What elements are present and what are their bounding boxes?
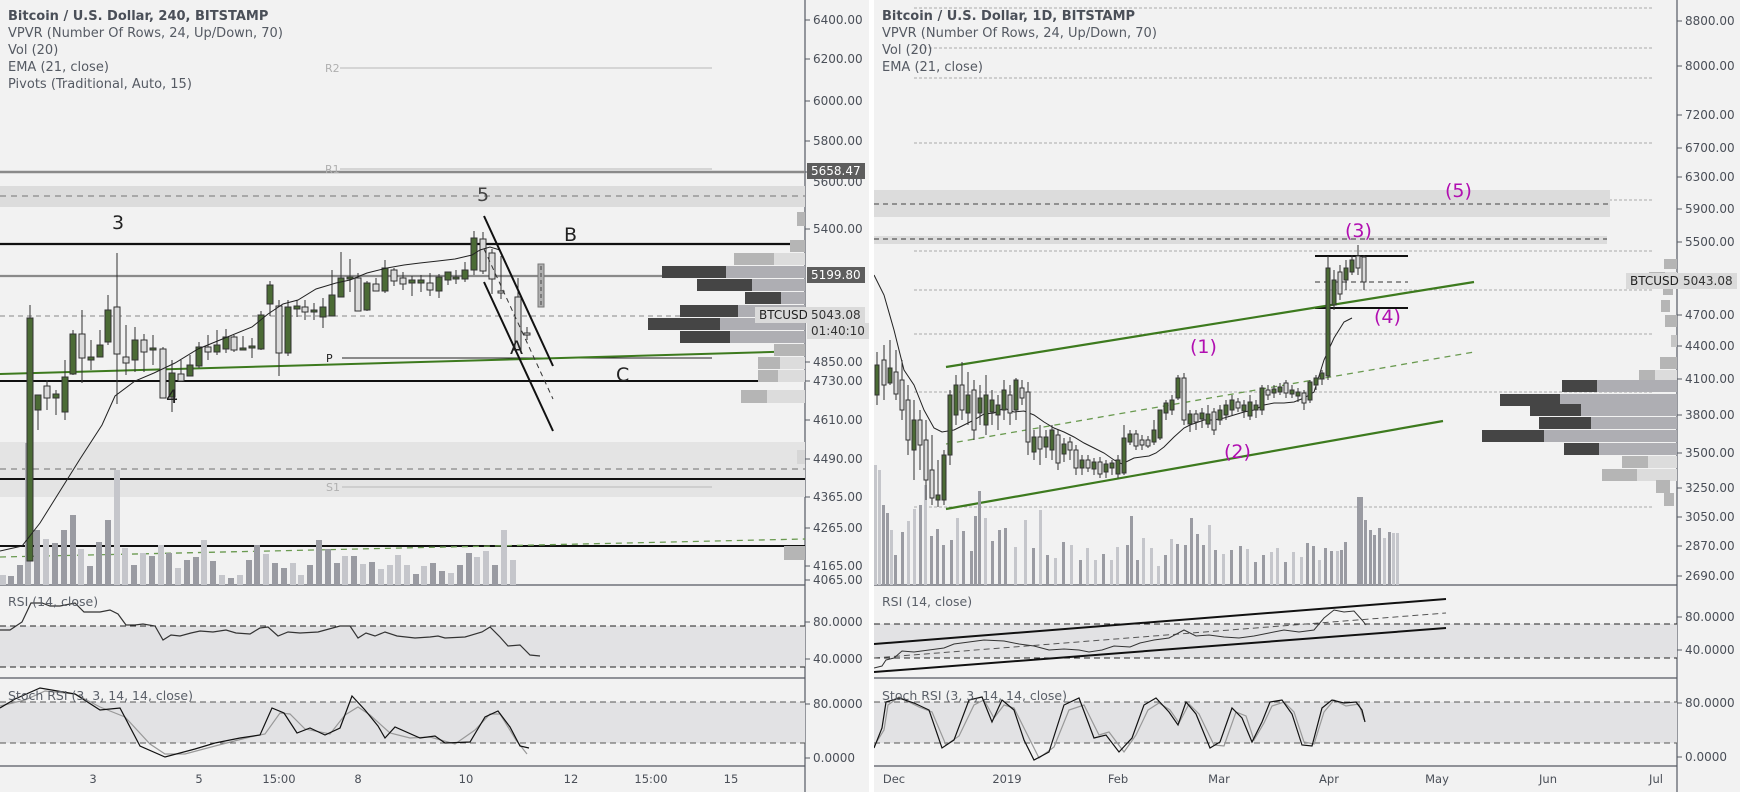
last-price-tag: 5043.08 bbox=[1679, 273, 1737, 289]
price-tick: 2870.00 bbox=[1685, 539, 1735, 553]
chart-canvas-4h[interactable] bbox=[0, 0, 869, 792]
price-tick: 4700.00 bbox=[1685, 308, 1735, 322]
price-tick: 5900.00 bbox=[1685, 202, 1735, 216]
price-tick: 3800.00 bbox=[1685, 408, 1735, 422]
rsi-pane-title[interactable]: RSI (14, close) bbox=[882, 594, 973, 609]
wave-label-a: A bbox=[510, 337, 523, 359]
time-tick: 15:00 bbox=[262, 772, 296, 786]
time-tick: 15 bbox=[723, 772, 739, 786]
wave-label-b: B bbox=[564, 224, 578, 246]
wave-label-1: (1) bbox=[1190, 336, 1217, 358]
symbol-title[interactable]: Bitcoin / U.S. Dollar, 240, BITSTAMP bbox=[8, 9, 269, 24]
symbol-title[interactable]: Bitcoin / U.S. Dollar, 1D, BITSTAMP bbox=[882, 9, 1136, 24]
wave-label-c: C bbox=[616, 364, 630, 386]
time-tick: 10 bbox=[458, 772, 474, 786]
rsi-axis-40: 40.0000 bbox=[1685, 643, 1735, 657]
time-tick: Mar bbox=[1208, 772, 1230, 786]
price-tick: 4365.00 bbox=[813, 490, 863, 504]
price-tick: 2690.00 bbox=[1685, 569, 1735, 583]
time-tick: 5 bbox=[195, 772, 203, 786]
pivot-s1-label: S1 bbox=[326, 481, 340, 494]
bar-countdown: 01:40:10 bbox=[807, 323, 869, 339]
stoch-axis-80: 80.0000 bbox=[1685, 696, 1735, 710]
price-tag-high: 5658.47 bbox=[807, 163, 865, 179]
indicator-vol[interactable]: Vol (20) bbox=[882, 43, 933, 58]
price-tick: 4165.00 bbox=[813, 559, 863, 573]
rsi-axis-80: 80.0000 bbox=[813, 615, 863, 629]
indicator-ema[interactable]: EMA (21, close) bbox=[8, 60, 109, 75]
price-tick: 4065.00 bbox=[813, 573, 863, 587]
stoch-axis-0: 0.0000 bbox=[813, 751, 855, 765]
wave-label-3: (3) bbox=[1345, 220, 1372, 242]
symbol-tag: BTCUSD bbox=[755, 307, 812, 323]
chart-legend-1d: Bitcoin / U.S. Dollar, 1D, BITSTAMP VPVR… bbox=[882, 8, 1157, 76]
time-tick: Jul bbox=[1649, 772, 1663, 786]
chart-legend-4h: Bitcoin / U.S. Dollar, 240, BITSTAMP VPV… bbox=[8, 8, 283, 93]
price-tick: 3500.00 bbox=[1685, 446, 1735, 460]
price-tick: 6700.00 bbox=[1685, 141, 1735, 155]
time-tick: Jun bbox=[1539, 772, 1557, 786]
pivot-r2-label: R2 bbox=[325, 62, 340, 75]
pivot-p-label: P bbox=[326, 352, 333, 365]
time-tick: Apr bbox=[1319, 772, 1339, 786]
rsi-axis-80: 80.0000 bbox=[1685, 610, 1735, 624]
time-tick: Feb bbox=[1107, 772, 1129, 786]
stoch-rsi-pane-title[interactable]: Stoch RSI (3, 3, 14, 14, close) bbox=[8, 688, 193, 703]
chart-panel-4h[interactable]: Bitcoin / U.S. Dollar, 240, BITSTAMP VPV… bbox=[0, 0, 869, 792]
wave-label-5: (5) bbox=[1445, 180, 1472, 202]
price-tick: 8000.00 bbox=[1685, 59, 1735, 73]
price-tick: 4490.00 bbox=[813, 452, 863, 466]
rsi-axis-40: 40.0000 bbox=[813, 652, 863, 666]
indicator-pivots[interactable]: Pivots (Traditional, Auto, 15) bbox=[8, 77, 192, 92]
price-tag-level: 5199.80 bbox=[807, 267, 865, 283]
chart-canvas-1d[interactable] bbox=[874, 0, 1740, 792]
last-price-tag: 5043.08 bbox=[807, 307, 865, 323]
price-tick: 4610.00 bbox=[813, 413, 863, 427]
indicator-vpvr[interactable]: VPVR (Number Of Rows, 24, Up/Down, 70) bbox=[882, 26, 1157, 41]
price-tick: 8800.00 bbox=[1685, 14, 1735, 28]
time-tick: 3 bbox=[89, 772, 97, 786]
wave-label-5: 5 bbox=[477, 184, 490, 206]
pivot-r1-label: R1 bbox=[325, 163, 340, 176]
price-tick: 4400.00 bbox=[1685, 339, 1735, 353]
price-tick: 4730.00 bbox=[813, 374, 863, 388]
wave-label-4: 4 bbox=[166, 386, 179, 408]
indicator-ema[interactable]: EMA (21, close) bbox=[882, 60, 983, 75]
price-tick: 6300.00 bbox=[1685, 170, 1735, 184]
price-tick: 3250.00 bbox=[1685, 481, 1735, 495]
price-tick: 4850.00 bbox=[813, 355, 863, 369]
time-tick: 12 bbox=[563, 772, 579, 786]
stoch-axis-80: 80.0000 bbox=[813, 697, 863, 711]
indicator-vol[interactable]: Vol (20) bbox=[8, 43, 59, 58]
time-tick: Dec bbox=[882, 772, 906, 786]
price-tick: 4265.00 bbox=[813, 521, 863, 535]
wave-label-2: (2) bbox=[1224, 441, 1251, 463]
price-tick: 5500.00 bbox=[1685, 235, 1735, 249]
time-tick: 2019 bbox=[992, 772, 1022, 786]
wave-label-3: 3 bbox=[112, 212, 125, 234]
time-tick: May bbox=[1425, 772, 1449, 786]
chart-panel-1d[interactable]: Bitcoin / U.S. Dollar, 1D, BITSTAMP VPVR… bbox=[874, 0, 1740, 792]
rsi-pane-title[interactable]: RSI (14, close) bbox=[8, 594, 99, 609]
stoch-axis-0: 0.0000 bbox=[1685, 750, 1727, 764]
price-tick: 6000.00 bbox=[813, 94, 863, 108]
stoch-rsi-pane-title[interactable]: Stoch RSI (3, 3, 14, 14, close) bbox=[882, 688, 1067, 703]
wave-label-4: (4) bbox=[1374, 306, 1401, 328]
price-tick: 7200.00 bbox=[1685, 108, 1735, 122]
price-tick: 5800.00 bbox=[813, 134, 863, 148]
price-tick: 3050.00 bbox=[1685, 510, 1735, 524]
symbol-tag: BTCUSD bbox=[1626, 273, 1683, 289]
price-tick: 5400.00 bbox=[813, 222, 863, 236]
time-tick: 15:00 bbox=[634, 772, 668, 786]
price-tick: 6200.00 bbox=[813, 52, 863, 66]
time-tick: 8 bbox=[354, 772, 362, 786]
price-tick: 4100.00 bbox=[1685, 372, 1735, 386]
indicator-vpvr[interactable]: VPVR (Number Of Rows, 24, Up/Down, 70) bbox=[8, 26, 283, 41]
price-tick: 6400.00 bbox=[813, 13, 863, 27]
